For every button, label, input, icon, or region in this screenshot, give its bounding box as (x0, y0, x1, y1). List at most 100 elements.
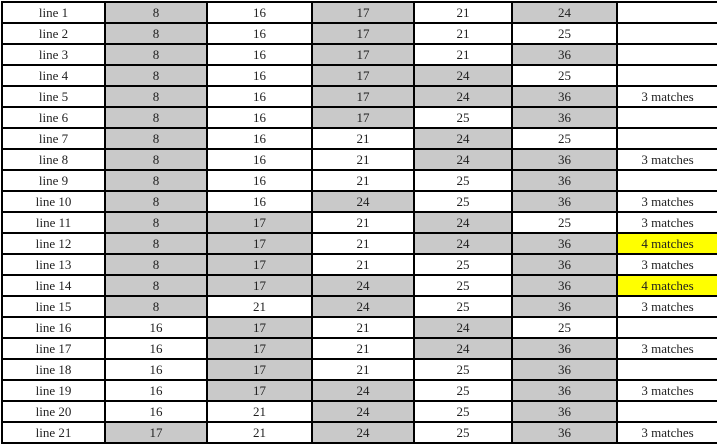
number-cell[interactable]: 16 (206, 127, 313, 150)
line-label-cell[interactable]: line 2 (1, 22, 106, 45)
number-cell[interactable]: 36 (511, 169, 618, 192)
number-cell[interactable]: 8 (104, 1, 208, 24)
number-cell[interactable]: 8 (104, 106, 208, 129)
result-cell[interactable]: 3 matches (616, 295, 717, 318)
number-cell[interactable]: 8 (104, 64, 208, 87)
number-cell[interactable]: 25 (413, 169, 513, 192)
result-cell[interactable]: 3 matches (616, 421, 717, 444)
number-cell[interactable]: 17 (206, 274, 313, 297)
number-cell[interactable]: 36 (511, 253, 618, 276)
number-cell[interactable]: 25 (511, 316, 618, 339)
number-cell[interactable]: 17 (311, 64, 415, 87)
line-label-cell[interactable]: line 1 (1, 1, 106, 24)
line-label-cell[interactable]: line 15 (1, 295, 106, 318)
number-cell[interactable]: 21 (311, 148, 415, 171)
number-cell[interactable] (206, 442, 313, 444)
number-cell[interactable]: 25 (511, 64, 618, 87)
result-cell[interactable] (616, 169, 717, 192)
number-cell[interactable]: 21 (311, 316, 415, 339)
result-cell[interactable]: 3 matches (616, 337, 717, 360)
line-label-cell[interactable]: line 13 (1, 253, 106, 276)
number-cell[interactable]: 16 (206, 64, 313, 87)
number-cell[interactable]: 24 (413, 232, 513, 255)
line-label-cell[interactable]: line 5 (1, 85, 106, 108)
number-cell[interactable]: 24 (413, 148, 513, 171)
result-cell[interactable] (616, 127, 717, 150)
result-cell[interactable] (616, 400, 717, 423)
number-cell[interactable]: 8 (104, 253, 208, 276)
number-cell[interactable]: 25 (511, 22, 618, 45)
number-cell[interactable]: 24 (413, 316, 513, 339)
result-cell[interactable]: 3 matches (616, 148, 717, 171)
number-cell[interactable]: 25 (413, 358, 513, 381)
line-label-cell[interactable]: line 21 (1, 421, 106, 444)
result-cell[interactable]: 3 matches (616, 379, 717, 402)
line-label-cell[interactable]: line 16 (1, 316, 106, 339)
number-cell[interactable] (413, 442, 513, 444)
number-cell[interactable]: 8 (104, 169, 208, 192)
number-cell[interactable]: 17 (311, 22, 415, 45)
number-cell[interactable]: 8 (104, 148, 208, 171)
number-cell[interactable]: 8 (104, 43, 208, 66)
number-cell[interactable]: 21 (311, 211, 415, 234)
number-cell[interactable]: 17 (311, 1, 415, 24)
number-cell[interactable]: 25 (413, 295, 513, 318)
number-cell[interactable]: 24 (413, 211, 513, 234)
number-cell[interactable]: 21 (311, 253, 415, 276)
number-cell[interactable]: 16 (104, 379, 208, 402)
number-cell[interactable]: 24 (413, 85, 513, 108)
number-cell[interactable]: 36 (511, 43, 618, 66)
result-cell[interactable]: 4 matches (616, 232, 717, 255)
number-cell[interactable]: 21 (311, 127, 415, 150)
number-cell[interactable]: 8 (104, 127, 208, 150)
number-cell[interactable]: 21 (311, 169, 415, 192)
number-cell[interactable] (511, 442, 618, 444)
line-label-cell[interactable]: line 9 (1, 169, 106, 192)
number-cell[interactable]: 36 (511, 358, 618, 381)
number-cell[interactable]: 24 (413, 127, 513, 150)
number-cell[interactable]: 24 (311, 400, 415, 423)
result-cell[interactable] (616, 64, 717, 87)
number-cell[interactable]: 17 (206, 253, 313, 276)
number-cell[interactable]: 24 (413, 337, 513, 360)
result-cell[interactable] (616, 43, 717, 66)
number-cell[interactable]: 21 (413, 1, 513, 24)
result-cell[interactable] (616, 22, 717, 45)
number-cell[interactable]: 21 (311, 337, 415, 360)
number-cell[interactable]: 24 (311, 274, 415, 297)
number-cell[interactable]: 17 (206, 316, 313, 339)
number-cell[interactable]: 8 (104, 295, 208, 318)
number-cell[interactable]: 24 (413, 64, 513, 87)
line-label-cell[interactable]: line 17 (1, 337, 106, 360)
line-label-cell[interactable] (1, 442, 106, 444)
number-cell[interactable]: 25 (413, 253, 513, 276)
number-cell[interactable]: 17 (206, 379, 313, 402)
number-cell[interactable]: 16 (206, 106, 313, 129)
line-label-cell[interactable]: line 10 (1, 190, 106, 213)
number-cell[interactable]: 36 (511, 421, 618, 444)
number-cell[interactable]: 25 (413, 190, 513, 213)
number-cell[interactable]: 17 (206, 232, 313, 255)
line-label-cell[interactable]: line 6 (1, 106, 106, 129)
number-cell[interactable]: 8 (104, 274, 208, 297)
number-cell[interactable]: 36 (511, 148, 618, 171)
result-cell[interactable] (616, 1, 717, 24)
number-cell[interactable]: 16 (104, 400, 208, 423)
line-label-cell[interactable]: line 11 (1, 211, 106, 234)
line-label-cell[interactable]: line 18 (1, 358, 106, 381)
number-cell[interactable]: 16 (104, 337, 208, 360)
result-cell[interactable]: 3 matches (616, 211, 717, 234)
result-cell[interactable]: 3 matches (616, 85, 717, 108)
line-label-cell[interactable]: line 7 (1, 127, 106, 150)
number-cell[interactable]: 17 (311, 43, 415, 66)
result-cell[interactable]: 4 matches (616, 274, 717, 297)
number-cell[interactable]: 25 (511, 127, 618, 150)
line-label-cell[interactable]: line 8 (1, 148, 106, 171)
number-cell[interactable]: 36 (511, 232, 618, 255)
number-cell[interactable]: 21 (206, 295, 313, 318)
number-cell[interactable]: 17 (206, 358, 313, 381)
number-cell[interactable] (104, 442, 208, 444)
line-label-cell[interactable]: line 14 (1, 274, 106, 297)
number-cell[interactable]: 16 (206, 169, 313, 192)
number-cell[interactable]: 21 (413, 22, 513, 45)
